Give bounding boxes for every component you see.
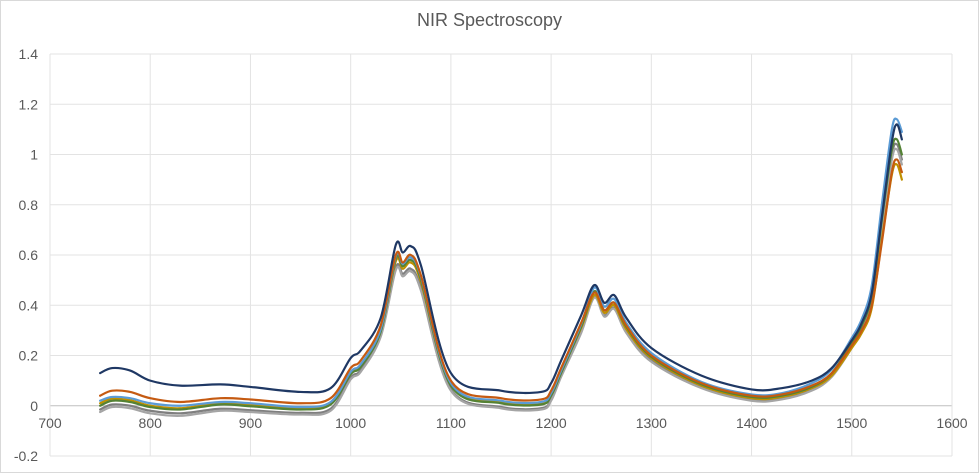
series-line xyxy=(99,117,903,409)
x-tick-label: 1500 xyxy=(836,415,867,431)
x-tick-label: 1600 xyxy=(936,415,967,431)
chart-title: NIR Spectroscopy xyxy=(416,10,563,30)
series-line xyxy=(99,158,903,405)
y-tick-label: 1 xyxy=(30,147,38,163)
series-line xyxy=(99,147,903,417)
x-tick-label: 1400 xyxy=(736,415,767,431)
y-tick-label: 0.2 xyxy=(19,348,39,364)
x-tick-label: 800 xyxy=(139,415,163,431)
x-tick-label: 1000 xyxy=(335,415,366,431)
x-tick-label: 900 xyxy=(239,415,263,431)
y-tick-label: 1.2 xyxy=(19,96,39,112)
y-tick-label: 0.4 xyxy=(19,297,39,313)
x-tick-label: 1100 xyxy=(436,415,466,431)
tick-labels: -0.2 0 0.2 0.4 0.6 0.8 1 1.2 1.4 700 800 900 1000 110… xyxy=(14,46,968,464)
series-line xyxy=(99,123,903,395)
y-tick-label: 1.4 xyxy=(19,46,39,62)
y-tick-label: 0.6 xyxy=(19,247,39,263)
x-tick-label: 1300 xyxy=(636,415,667,431)
series-lines xyxy=(99,117,903,417)
x-tick-label: 700 xyxy=(38,415,62,431)
series-line xyxy=(99,162,903,410)
series-line xyxy=(99,137,903,411)
y-tick-label: 0.8 xyxy=(19,197,39,213)
y-tick-label: 0 xyxy=(30,398,38,414)
y-tick-label: -0.2 xyxy=(14,448,38,464)
series-line xyxy=(99,142,903,415)
gridlines xyxy=(49,53,953,457)
x-tick-label: 1200 xyxy=(536,415,567,431)
